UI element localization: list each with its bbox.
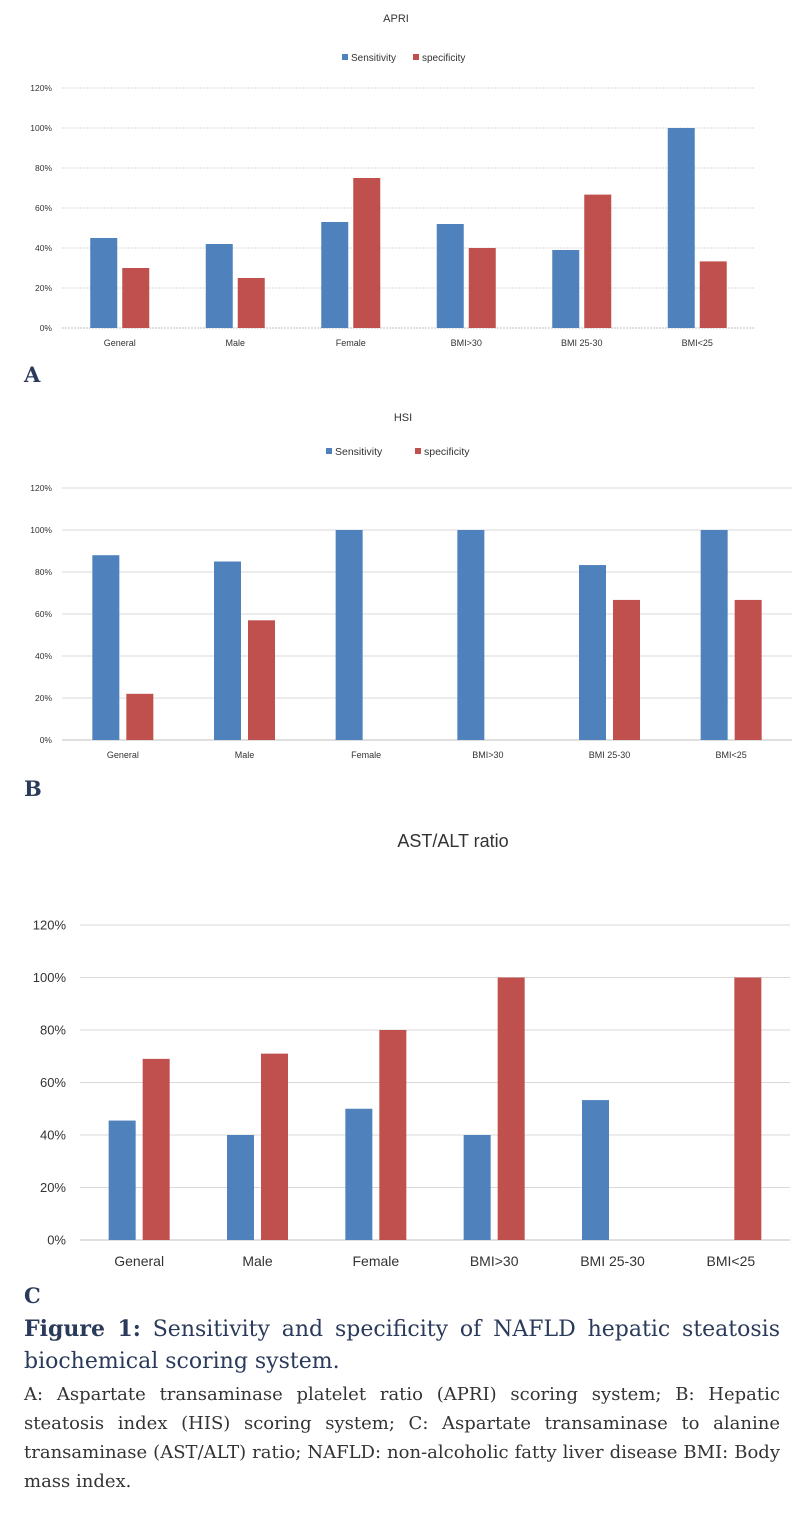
bar-sensitivity-5 (579, 565, 606, 740)
x-tick-label: Male (242, 1253, 273, 1269)
x-tick-label: Female (352, 1253, 399, 1269)
y-tick-label: 0% (47, 1233, 66, 1248)
hsi-chart: HSI Sensitivity specificity 0% 20% 40% 60% 80% 1… (30, 412, 792, 760)
bar-sensitivity-5 (582, 1100, 609, 1240)
chart-title: AST/ALT ratio (397, 831, 508, 851)
bar-specificity-5 (613, 599, 640, 740)
bar-sensitivity-5 (552, 250, 580, 328)
bar-sensitivity-6 (667, 128, 695, 328)
bar-sensitivity-2 (205, 244, 233, 328)
panel-label-c: C (24, 1283, 41, 1308)
y-tick-label: 20% (35, 693, 52, 703)
y-tick-label: 20% (40, 1180, 66, 1195)
y-tick-label: 0% (40, 323, 53, 333)
bar-specificity-1 (142, 1058, 170, 1240)
bar-sensitivity-1 (90, 238, 118, 328)
x-tick-label: BMI>30 (472, 750, 503, 760)
caption-title-text: Sensitivity and specificity of NAFLD hep… (24, 1317, 780, 1374)
legend-label-specificity: specificity (424, 446, 470, 458)
y-tick-label: 100% (33, 970, 67, 985)
bar-sensitivity-4 (436, 224, 464, 328)
figure-caption: Figure 1: Sensitivity and specificity of… (24, 1313, 780, 1496)
bar-specificity-4 (497, 977, 525, 1240)
y-tick-label: 60% (40, 1075, 66, 1090)
x-tick-label: Male (235, 750, 255, 760)
bar-sensitivity-3 (345, 1108, 373, 1240)
chart-title: HSI (394, 412, 412, 424)
x-tick-label: BMI<25 (707, 1253, 756, 1269)
y-tick-label: 40% (35, 651, 52, 661)
y-tick-label: 20% (35, 283, 52, 293)
y-tick-label: 120% (33, 918, 67, 933)
x-tick-label: Female (351, 750, 381, 760)
x-tick-label: BMI 25-30 (580, 1253, 645, 1269)
x-tick-label: BMI 25-30 (561, 338, 603, 348)
x-tick-label: General (114, 1253, 164, 1269)
x-tick-label: Male (225, 338, 245, 348)
y-tick-label: 60% (35, 609, 52, 619)
y-tick-label: 60% (35, 203, 52, 213)
caption-body: A: Aspartate transaminase platelet ratio… (24, 1384, 780, 1492)
chart-title: APRI (383, 13, 409, 25)
caption-title-label: Figure 1: (24, 1316, 141, 1342)
y-tick-label: 100% (30, 525, 52, 535)
bar-sensitivity-2 (214, 561, 241, 740)
y-tick-label: 0% (40, 735, 53, 745)
legend-label-sensitivity: Sensitivity (351, 53, 396, 64)
x-tick-label: BMI>30 (451, 338, 482, 348)
x-tick-label: General (104, 338, 136, 348)
bar-specificity-3 (353, 178, 381, 328)
panel-label-b: B (24, 776, 42, 801)
bar-sensitivity-4 (463, 1135, 491, 1240)
legend-swatch-sensitivity (326, 448, 332, 454)
y-tick-label: 40% (35, 243, 52, 253)
bar-specificity-2 (237, 278, 265, 328)
bar-specificity-6 (734, 599, 762, 740)
x-tick-label: BMI<25 (716, 750, 747, 760)
bar-specificity-6 (734, 977, 762, 1240)
bar-specificity-2 (261, 1053, 288, 1240)
x-tick-label: BMI<25 (682, 338, 713, 348)
x-tick-label: BMI>30 (470, 1253, 519, 1269)
x-tick-label: General (107, 750, 139, 760)
y-tick-label: 120% (30, 483, 52, 493)
y-tick-label: 120% (30, 83, 52, 93)
legend-label-sensitivity: Sensitivity (335, 446, 383, 458)
bar-specificity-4 (468, 248, 496, 328)
y-tick-label: 40% (40, 1128, 66, 1143)
x-tick-label: Female (336, 338, 366, 348)
x-tick-label: BMI 25-30 (589, 750, 631, 760)
bar-specificity-2 (248, 620, 275, 740)
bar-specificity-1 (122, 268, 150, 328)
bar-specificity-6 (699, 261, 727, 328)
bar-sensitivity-2 (227, 1135, 254, 1240)
bar-sensitivity-1 (108, 1120, 136, 1240)
bar-sensitivity-6 (700, 530, 728, 740)
panel-label-a: A (24, 362, 41, 387)
bar-sensitivity-3 (335, 530, 363, 740)
legend-swatch-sensitivity (342, 54, 348, 60)
y-tick-label: 100% (30, 123, 52, 133)
bar-specificity-5 (584, 194, 612, 328)
bar-sensitivity-3 (321, 222, 349, 328)
legend-label-specificity: specificity (422, 53, 465, 64)
bar-specificity-1 (126, 693, 154, 740)
apri-chart: APRI Sensitivity specificity 0% 20% 40% 60% 80%… (30, 13, 755, 348)
bar-sensitivity-4 (457, 530, 485, 740)
y-tick-label: 80% (40, 1023, 66, 1038)
legend-swatch-specificity (413, 54, 419, 60)
y-tick-label: 80% (35, 567, 52, 577)
y-tick-label: 80% (35, 163, 52, 173)
ast-alt-chart: AST/ALT ratio 0% 20% 40% 60% 80% 100% 120% Gener… (33, 831, 790, 1269)
bar-specificity-3 (379, 1030, 407, 1240)
legend-swatch-specificity (415, 448, 421, 454)
bar-sensitivity-1 (92, 555, 120, 740)
caption-title: Figure 1: Sensitivity and specificity of… (24, 1313, 780, 1378)
